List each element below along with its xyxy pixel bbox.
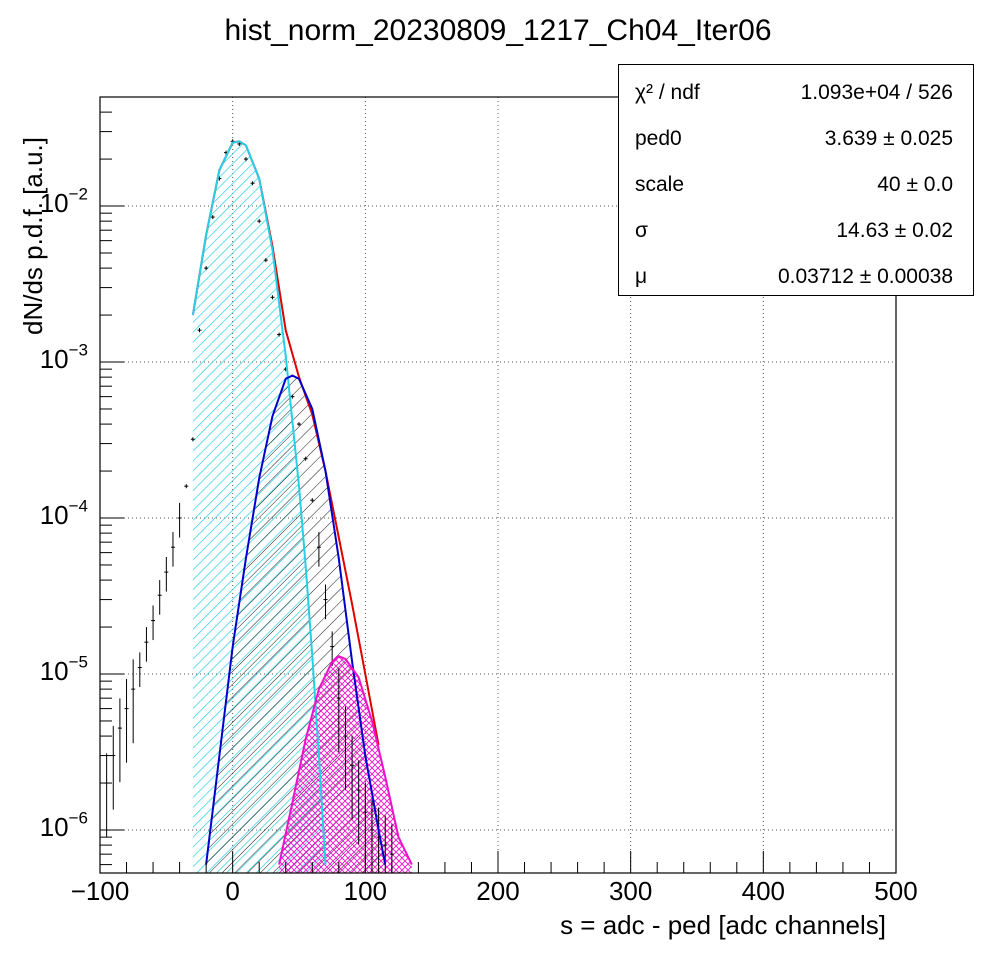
stat-name-sigma: σ [635, 219, 648, 242]
y-tick-base: 10 [39, 344, 69, 375]
stat-value-ped0: 3.639 ± 0.025 [824, 127, 953, 150]
stat-row-mu: μ 0.03712 ± 0.00038 [619, 253, 973, 299]
stat-row-scale: scale 40 ± 0.0 [619, 161, 973, 207]
x-tick-label: 100 [343, 876, 388, 906]
y-tick-base: 10 [39, 811, 69, 842]
y-tick-base: 10 [39, 656, 69, 686]
component-0pe-curve [191, 140, 327, 865]
y-axis-label: dN/ds p.d.f. [a.u.] [18, 137, 48, 335]
stat-row-ped0: ped0 3.639 ± 0.025 [619, 115, 973, 161]
chart-title: hist_norm_20230809_1217_Ch04_Iter06 [224, 14, 772, 47]
y-tick-base: 10 [39, 188, 69, 219]
stat-value-sigma: 14.63 ± 0.02 [836, 219, 953, 242]
stat-name-scale: scale [635, 173, 685, 196]
stat-name-chi2: χ² / ndf [635, 81, 700, 104]
x-tick-label: 200 [476, 876, 520, 906]
stat-row-sigma: σ 14.63 ± 0.02 [619, 207, 973, 253]
y-tick-exponent: −5 [68, 652, 88, 672]
component-2pe-curve [278, 655, 413, 866]
y-tick-base: 10 [39, 500, 69, 530]
y-tick-label: 10−4 [8, 497, 88, 531]
stat-name-mu: μ [635, 265, 648, 288]
y-tick-exponent: −3 [68, 340, 88, 360]
x-axis-label: s = adc - ped [adc channels] [560, 910, 886, 940]
y-tick-label: 10−5 [8, 653, 88, 687]
x-tick-label: 500 [874, 876, 918, 906]
y-tick-label: 10−2 [8, 185, 88, 219]
component-1pe-curve [205, 374, 387, 865]
fit-statistics-box: χ² / ndf 1.093e+04 / 526 ped0 3.639 ± 0.… [618, 64, 974, 296]
x-tick-label: 300 [608, 876, 653, 906]
y-tick-exponent: −2 [68, 184, 88, 204]
stat-value-mu: 0.03712 ± 0.00038 [777, 265, 953, 288]
stat-name-ped0: ped0 [635, 127, 682, 150]
x-tick-label: 0 [225, 876, 240, 906]
y-tick-label: 10−3 [8, 341, 88, 375]
stat-row-chi2: χ² / ndf 1.093e+04 / 526 [619, 69, 973, 115]
x-tick-label: −100 [70, 876, 130, 906]
y-tick-label: 10−6 [8, 809, 88, 843]
y-tick-exponent: −6 [68, 808, 88, 828]
stat-value-chi2: 1.093e+04 / 526 [800, 81, 953, 104]
y-tick-exponent: −4 [68, 496, 88, 516]
x-tick-label: 400 [741, 876, 786, 906]
stat-value-scale: 40 ± 0.0 [877, 173, 953, 196]
